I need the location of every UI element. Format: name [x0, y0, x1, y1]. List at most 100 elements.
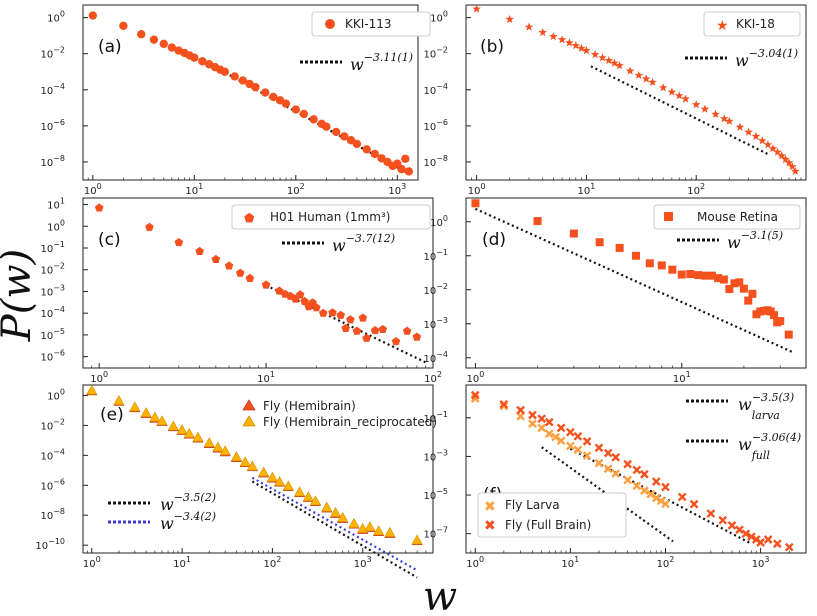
data-point [309, 115, 318, 124]
y-tick-label: 100 [47, 218, 65, 233]
data-point [615, 243, 624, 252]
data-point [537, 414, 547, 424]
y-tick-label: 10−10 [35, 537, 65, 552]
x-tick-label: 101 [578, 182, 596, 197]
y-tick-label: 10−2 [40, 46, 65, 61]
data-point [735, 278, 744, 287]
data-point [611, 452, 621, 462]
data-point [192, 431, 204, 442]
data-point [183, 427, 195, 438]
y-tick-label: 10−6 [40, 349, 65, 364]
data-point [657, 261, 666, 270]
data-point [373, 525, 385, 536]
data-point [632, 251, 640, 260]
data-point [640, 469, 649, 479]
data-point [756, 538, 765, 547]
data-point [651, 477, 661, 486]
data-point [251, 82, 260, 92]
legend-marker-e2 [242, 415, 256, 427]
data-point [203, 437, 215, 447]
data-point [336, 310, 345, 319]
data-point [198, 57, 207, 66]
data-point [706, 509, 716, 518]
data-point [211, 254, 221, 263]
legend-box-a [311, 11, 431, 37]
x-tick-label: 101 [173, 555, 191, 570]
data-point [294, 486, 306, 497]
data-point [219, 445, 231, 456]
data-point [603, 464, 613, 474]
data-point [300, 296, 309, 305]
data-point [677, 270, 686, 279]
data-point [773, 147, 782, 156]
data-point [549, 32, 558, 41]
data-point [748, 289, 757, 298]
data-point [677, 492, 687, 502]
legend-label-d: Mouse Retina [697, 210, 778, 224]
x-tick-label: 101 [673, 370, 691, 385]
data-point [282, 480, 294, 491]
data-point [312, 303, 321, 312]
data-point [149, 35, 159, 44]
data-point [291, 105, 301, 114]
legend-marker-d [664, 212, 673, 221]
x-tick-label: 101 [185, 182, 203, 197]
data-point [499, 399, 509, 409]
data-point [472, 4, 481, 13]
legend-label-b: KKI-18 [736, 17, 775, 31]
fit-label-e1: w−3.5(2) [160, 491, 216, 514]
data-point [274, 475, 286, 486]
data-point [352, 326, 362, 335]
data-point [598, 53, 607, 62]
legend-marker-c: ⬟ [244, 211, 255, 225]
data-point [777, 151, 786, 160]
data-point [224, 261, 234, 270]
legend-marker-a [325, 19, 335, 29]
data-point [370, 149, 379, 159]
data-point [556, 423, 566, 433]
legend-label-c: H01 Human (1mm³) [270, 210, 390, 224]
y-tick-label: 10−1 [40, 240, 65, 255]
data-point [309, 495, 321, 506]
data-point [239, 456, 251, 467]
data-point [632, 465, 642, 475]
data-point [569, 229, 578, 238]
data-point [261, 280, 271, 289]
data-point [784, 158, 794, 167]
data-point [528, 419, 537, 428]
data-point [544, 429, 554, 439]
data-point [718, 515, 728, 525]
legend-marker-f2: ✖ [484, 518, 496, 534]
x-tick-label: 100 [467, 370, 485, 385]
data-point [212, 441, 224, 452]
data-point [401, 154, 410, 163]
data-point [744, 127, 753, 136]
data-point [220, 67, 230, 76]
legend-marker-f1: ✖ [484, 499, 496, 515]
data-point [714, 274, 723, 283]
panel-label-c: (c) [98, 230, 121, 250]
data-point [384, 526, 396, 537]
fit-line [569, 447, 752, 545]
data-point [784, 330, 793, 339]
data-point [640, 486, 649, 495]
data-point [370, 326, 380, 335]
y-tick-label: 10−5 [40, 327, 65, 342]
data-point [299, 109, 309, 119]
data-point [331, 127, 341, 137]
data-point [645, 259, 654, 268]
legend-label-f1: Fly Larva [505, 498, 560, 512]
x-tick-label: 102 [424, 370, 442, 385]
data-point [402, 326, 412, 335]
y-tick-label: 10−6 [40, 477, 65, 492]
fit-label-e2: w−3.4(2) [160, 510, 216, 533]
data-point [623, 459, 632, 469]
data-point [720, 114, 729, 123]
y-tick-label: 10−8 [40, 507, 65, 522]
data-point [119, 21, 128, 31]
data-point [322, 122, 331, 131]
data-point [533, 217, 542, 226]
data-point [582, 437, 592, 446]
data-point [505, 14, 514, 23]
